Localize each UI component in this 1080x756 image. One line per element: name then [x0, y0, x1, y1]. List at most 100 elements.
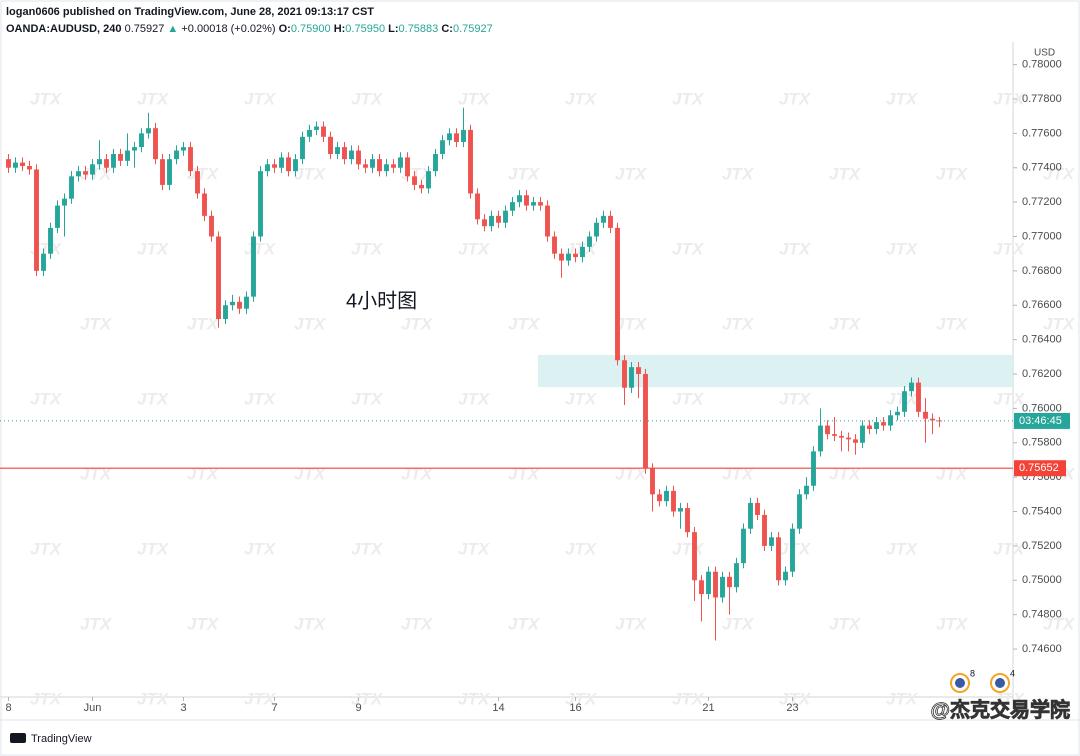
candle-body: [818, 425, 823, 452]
candle-body: [902, 391, 907, 412]
watermark: JTX: [508, 464, 541, 483]
candle-body: [804, 485, 809, 495]
watermark: JTX: [936, 164, 969, 183]
watermark: JTX: [829, 164, 862, 183]
candle-body: [48, 227, 53, 254]
watermark: JTX: [80, 614, 113, 633]
watermark: JTX: [137, 239, 170, 258]
x-tick-label: 23: [786, 702, 798, 714]
candle-body: [587, 236, 592, 247]
candle-body: [538, 202, 543, 206]
watermark: JTX: [401, 464, 434, 483]
last-price: 0.75927: [124, 23, 165, 35]
candle-body: [440, 140, 445, 154]
watermark: JTX: [294, 464, 327, 483]
watermark: JTX: [993, 389, 1026, 408]
candle-body: [384, 164, 389, 172]
candle-body: [937, 420, 942, 422]
candle-body: [573, 253, 578, 258]
y-tick-label: 0.74600: [1022, 643, 1062, 655]
candle-body: [377, 159, 382, 172]
candle-body: [734, 563, 739, 588]
candle-body: [412, 176, 417, 185]
l-label: L:: [388, 23, 399, 35]
watermark: JTX: [672, 389, 705, 408]
watermark: JTX: [993, 689, 1026, 708]
watermark: JTX: [508, 164, 541, 183]
x-tick-label: 21: [702, 702, 714, 714]
watermark: JTX: [351, 689, 384, 708]
candle-body: [762, 514, 767, 546]
candle-body: [167, 159, 172, 185]
candle-body: [531, 202, 536, 206]
candle-body: [370, 159, 375, 168]
change: +0.00018 (+0.02%): [181, 23, 276, 35]
candle-body: [706, 571, 711, 595]
candle-body: [454, 133, 459, 142]
y-tick-label: 0.75800: [1022, 437, 1062, 449]
y-tick-label: 0.77800: [1022, 93, 1062, 105]
candle-body: [881, 422, 886, 426]
event-flag: [995, 678, 1005, 688]
candle-body: [650, 468, 655, 495]
candle-body: [839, 435, 844, 438]
candle-body: [580, 246, 585, 258]
watermark: JTX: [565, 689, 598, 708]
h-label: H:: [333, 23, 346, 35]
event-count: 4: [1010, 668, 1015, 678]
candle-body: [566, 253, 571, 261]
watermark: JTX: [244, 689, 277, 708]
candle-body: [244, 296, 249, 309]
candle-body: [286, 157, 291, 172]
watermark: JTX: [672, 89, 705, 108]
candle-body: [615, 227, 620, 361]
brand-logo: [10, 733, 26, 743]
watermark: JTX: [779, 689, 812, 708]
watermark: JTX: [458, 89, 491, 108]
o-value: 0.75900: [290, 23, 331, 35]
watermark: JTX: [294, 164, 327, 183]
candle-body: [97, 159, 102, 165]
candle-body: [447, 133, 452, 141]
watermark: JTX: [672, 539, 705, 558]
y-tick-label: 0.76600: [1022, 299, 1062, 311]
candle-body: [664, 490, 669, 502]
candle-body: [769, 537, 774, 546]
watermark: JTX: [458, 239, 491, 258]
candle-body: [125, 150, 130, 161]
candle-body: [69, 176, 74, 199]
watermark: JTX: [294, 614, 327, 633]
y-tick-label: 0.76200: [1022, 368, 1062, 380]
y-tick-label: 0.77200: [1022, 196, 1062, 208]
watermark: JTX: [722, 164, 755, 183]
candle-body: [524, 195, 529, 206]
candle-body: [559, 253, 564, 261]
candle-body: [601, 215, 606, 223]
candle-body: [181, 147, 186, 151]
watermark: JTX: [30, 539, 63, 558]
candle-body: [139, 133, 144, 148]
watermark: JTX: [80, 164, 113, 183]
watermark: JTX: [829, 464, 862, 483]
candle-body: [797, 494, 802, 529]
candle-body: [202, 193, 207, 216]
candle-body: [104, 159, 109, 168]
publisher-text: logan0606 published on TradingView.com, …: [6, 6, 375, 18]
y-tick-label: 0.75400: [1022, 505, 1062, 517]
x-tick-label: 14: [492, 702, 504, 714]
candle-body: [83, 171, 88, 175]
candle-body: [237, 301, 242, 309]
watermark: JTX: [993, 239, 1026, 258]
candle-body: [55, 205, 60, 228]
candle-body: [860, 425, 865, 443]
candle-body: [713, 571, 718, 598]
candle-body: [475, 193, 480, 220]
candle-body: [328, 136, 333, 154]
y-tick-label: 0.78000: [1022, 59, 1062, 71]
watermark: JTX: [187, 614, 220, 633]
candle-body: [811, 451, 816, 486]
candle-body: [545, 205, 550, 237]
candle-body: [279, 157, 284, 168]
candle-body: [692, 532, 697, 581]
